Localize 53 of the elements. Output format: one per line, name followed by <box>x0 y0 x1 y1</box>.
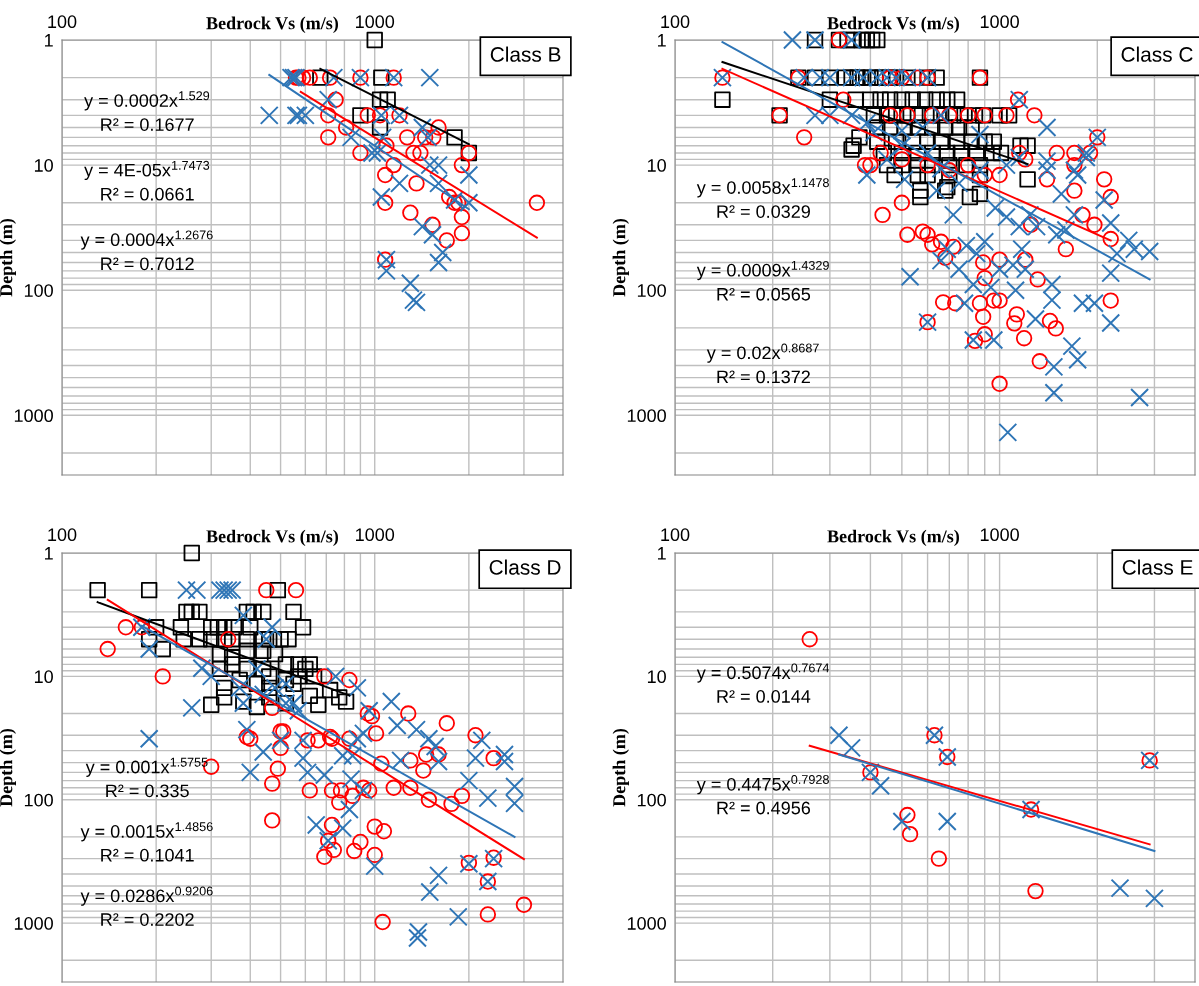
chart-title: Class C <box>1121 46 1193 62</box>
y-tick-label: 1000 <box>627 917 666 930</box>
x-tick-label: 1000 <box>980 528 1019 542</box>
annotation: R² = 0.335 <box>106 784 189 798</box>
annotation: y = 4E-05x$^{1.7473}$ <box>84 160 210 181</box>
annotation: R² = 0.2202 <box>101 913 194 926</box>
y-tick-label: 100 <box>637 284 666 297</box>
y-tick-label: 1000 <box>627 409 666 423</box>
y-axis-title: Depth (m) <box>0 218 16 297</box>
y-tick-label: 1 <box>45 34 53 47</box>
annotation: R² = 0.1041 <box>101 848 194 862</box>
y-axis-title: Depth (m) <box>612 218 629 297</box>
chart-title: Class B <box>490 46 561 62</box>
annotation: R² = 0.0144 <box>717 690 811 703</box>
annotation: y = 0.0015x$^{1.4856}$ <box>80 822 213 842</box>
chart-title: Class E <box>1122 559 1193 575</box>
y-tick-label: 1000 <box>14 917 53 930</box>
x-axis-title: Bedrock Vs (m/s) <box>206 16 339 33</box>
annotation: y = 0.0004x$^{1.2676}$ <box>80 230 213 250</box>
y-tick-label: 100 <box>24 793 53 807</box>
annotation: R² = 0.1372 <box>717 370 810 384</box>
annotation: R² = 0.0565 <box>717 287 811 301</box>
annotation: R² = 0.1677 <box>101 118 194 131</box>
annotation: y = 0.02x$^{0.8687}$ <box>706 343 819 363</box>
x-tick-label: 1000 <box>356 528 395 542</box>
x-axis-title: Bedrock Vs (m/s) <box>827 16 959 33</box>
y-tick-label: 1 <box>658 547 666 560</box>
x-tick-label: 1000 <box>356 15 395 29</box>
annotation: y = 0.4475x$^{0.7928}$ <box>696 775 829 795</box>
y-tick-label: 1000 <box>14 409 53 423</box>
annotation: y = 0.0002x$^{1.529}$ <box>84 91 210 111</box>
annotation: y = 0.0009x$^{1.4329}$ <box>696 260 829 281</box>
x-axis-title: Bedrock Vs (m/s) <box>827 529 959 547</box>
y-tick-label: 10 <box>34 670 53 684</box>
annotation: y = 0.0286x$^{0.9206}$ <box>80 886 213 906</box>
annotation: R² = 0.7012 <box>101 257 194 271</box>
annotation: R² = 0.4956 <box>717 801 811 815</box>
y-tick-label: 10 <box>647 159 666 172</box>
annotation: y = 0.0058x$^{1.1478}$ <box>696 178 829 198</box>
y-axis-title: Depth (m) <box>0 728 16 807</box>
y-tick-label: 1 <box>45 547 53 560</box>
y-tick-label: 10 <box>34 159 53 172</box>
y-tick-label: 100 <box>24 284 53 297</box>
x-tick-label: 1000 <box>980 15 1019 29</box>
y-tick-label: 1 <box>658 34 666 47</box>
chart-title: Class D <box>489 559 561 575</box>
annotation: R² = 0.0661 <box>101 187 194 201</box>
y-axis-title: Depth (m) <box>612 728 629 807</box>
x-axis-title: Bedrock Vs (m/s) <box>206 529 339 547</box>
annotation: y = 0.5074x$^{0.7674}$ <box>696 663 830 683</box>
y-tick-label: 10 <box>647 670 666 684</box>
y-tick-label: 100 <box>637 793 666 807</box>
annotation: R² = 0.0329 <box>717 205 810 218</box>
